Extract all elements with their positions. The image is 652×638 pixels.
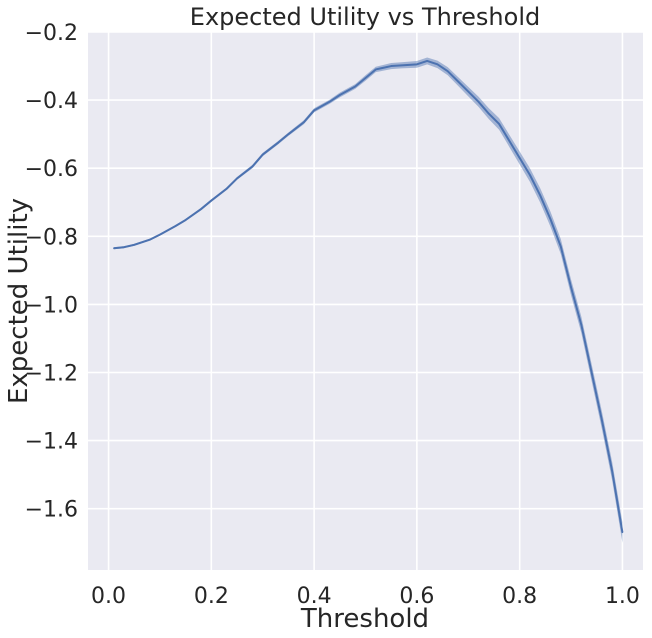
x-tick-label: 0.0: [91, 584, 126, 609]
y-axis-label: Expected Utility: [4, 198, 34, 404]
grid-lines: [88, 31, 643, 570]
data-point: [580, 324, 582, 326]
data-point: [457, 80, 459, 82]
y-tick-labels: −0.2 −0.4 −0.6 −0.8 −1.0 −1.2 −1.4 −1.6: [25, 21, 78, 523]
data-point: [621, 531, 624, 534]
data-point: [328, 101, 331, 103]
y-tick-label: −1.6: [25, 498, 78, 523]
y-tick-label: −0.2: [25, 21, 78, 46]
data-point: [416, 63, 418, 65]
plot-area: [88, 32, 643, 570]
data-point: [287, 133, 290, 135]
y-tick-label: −1.2: [25, 362, 78, 387]
data-point: [364, 77, 367, 79]
data-point: [159, 234, 161, 236]
data-point: [570, 286, 572, 288]
data-point: [498, 123, 500, 125]
data-point: [236, 177, 238, 180]
data-point: [549, 218, 552, 220]
data-point: [354, 85, 356, 88]
data-point: [519, 157, 521, 159]
data-point: [174, 225, 176, 227]
data-point: [339, 94, 341, 96]
data-point: [303, 121, 305, 123]
data-point: [113, 247, 115, 249]
x-axis-label: Threshold: [300, 604, 429, 634]
data-point: [375, 68, 377, 71]
chart-title: Expected Utility vs Threshold: [190, 3, 540, 31]
y-tick-label: −0.6: [25, 157, 78, 182]
data-point: [262, 153, 264, 156]
x-tick-label: 0.8: [502, 584, 537, 609]
data-point: [185, 219, 187, 221]
data-point: [251, 165, 254, 168]
series-line-layer: [113, 59, 624, 534]
data-point: [226, 188, 228, 190]
data-point: [467, 90, 469, 93]
data-point: [601, 419, 603, 421]
x-tick-labels: 0.0 0.2 0.4 0.6 0.8 1.0: [91, 584, 640, 609]
data-point: [149, 239, 151, 241]
data-point: [611, 470, 613, 472]
data-point: [123, 246, 125, 248]
data-point: [591, 371, 593, 374]
x-tick-label: 0.4: [297, 584, 332, 609]
y-tick-label: −0.8: [25, 225, 78, 250]
data-point: [210, 199, 212, 202]
x-tick-label: 1.0: [605, 584, 640, 609]
data-point: [200, 208, 202, 210]
x-tick-label: 0.6: [399, 584, 434, 609]
data-point: [529, 174, 531, 176]
data-point: [133, 244, 135, 246]
data-point: [277, 142, 279, 144]
data-point: [390, 65, 392, 67]
data-point: [426, 60, 428, 62]
data-point: [560, 245, 562, 248]
data-point: [508, 140, 510, 142]
data-point: [313, 109, 315, 111]
data-point: [447, 70, 449, 72]
data-point: [436, 63, 439, 65]
data-point: [400, 64, 403, 66]
y-tick-label: −0.4: [25, 89, 78, 114]
data-point: [477, 101, 480, 103]
y-tick-label: −1.0: [25, 293, 78, 318]
y-tick-label: −1.4: [25, 430, 78, 455]
data-point: [488, 113, 490, 115]
data-point: [539, 194, 541, 197]
x-tick-label: 0.2: [194, 584, 229, 609]
